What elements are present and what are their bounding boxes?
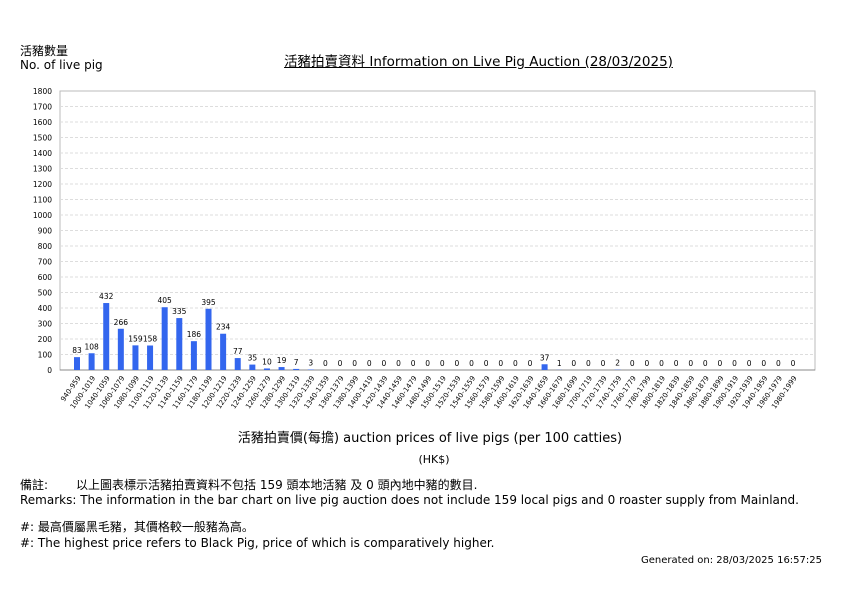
- data-label: 0: [396, 359, 401, 368]
- data-label: 0: [732, 359, 737, 368]
- data-label: 35: [248, 354, 258, 363]
- data-label: 0: [338, 359, 343, 368]
- bar: [117, 328, 124, 370]
- bar: [103, 303, 110, 370]
- bar: [161, 307, 168, 370]
- data-label: 0: [703, 359, 708, 368]
- remarks-label: 備註:: [20, 478, 49, 492]
- bar: [278, 367, 285, 370]
- data-label: 335: [172, 307, 187, 316]
- bar-chart: 0100200300400500600700800900100011001200…: [33, 87, 816, 410]
- y-tick-label: 900: [38, 227, 53, 236]
- data-label: 0: [747, 359, 752, 368]
- y-tick-label: 100: [38, 351, 53, 360]
- data-label: 0: [776, 359, 781, 368]
- data-label: 37: [540, 353, 550, 362]
- data-label: 0: [791, 359, 796, 368]
- y-tick-label: 1700: [33, 103, 52, 112]
- data-label: 0: [674, 359, 679, 368]
- y-tick-label: 1200: [33, 180, 52, 189]
- data-label: 0: [484, 359, 489, 368]
- y-tick-label: 800: [38, 242, 53, 251]
- data-label: 405: [158, 296, 173, 305]
- note-zh: #: 最高價屬黑毛豬，其價格較一般豬為高。: [20, 520, 254, 534]
- bar: [88, 353, 95, 370]
- y-tick-label: 1300: [33, 165, 52, 174]
- bar: [132, 345, 139, 370]
- data-label: 83: [72, 346, 82, 355]
- y-tick-label: 1500: [33, 134, 52, 143]
- bar: [293, 368, 300, 370]
- y-tick-label: 700: [38, 258, 53, 267]
- data-label: 186: [187, 330, 202, 339]
- remarks-en: Remarks: The information in the bar char…: [20, 493, 799, 507]
- data-label: 0: [352, 359, 357, 368]
- data-label: 7: [294, 358, 299, 367]
- data-label: 0: [498, 359, 503, 368]
- data-label: 0: [440, 359, 445, 368]
- data-label: 0: [644, 359, 649, 368]
- y-tick-label: 200: [38, 335, 53, 344]
- x-axis-label: 活豬拍賣價(每擔) auction prices of live pigs (p…: [237, 431, 623, 446]
- bar: [176, 318, 183, 370]
- data-label: 0: [571, 359, 576, 368]
- data-label: 0: [513, 359, 518, 368]
- generated-timestamp: Generated on: 28/03/2025 16:57:25: [641, 555, 822, 566]
- data-label: 0: [381, 359, 386, 368]
- data-label: 2: [615, 359, 620, 368]
- y-tick-label: 400: [38, 304, 53, 313]
- y-axis-label-zh: 活豬數量: [20, 44, 69, 58]
- data-label: 0: [761, 359, 766, 368]
- y-tick-label: 1600: [33, 118, 52, 127]
- bar: [205, 308, 212, 370]
- y-axis-label-en: No. of live pig: [20, 58, 103, 72]
- data-label: 432: [99, 292, 114, 301]
- chart-title: 活豬拍賣資料 Information on Live Pig Auction (…: [284, 54, 673, 70]
- data-label: 19: [277, 356, 287, 365]
- data-label: 159: [128, 334, 143, 343]
- note-en: #: The highest price refers to Black Pig…: [20, 536, 495, 550]
- data-label: 0: [688, 359, 693, 368]
- y-tick-label: 300: [38, 320, 53, 329]
- data-label: 0: [323, 359, 328, 368]
- data-label: 108: [84, 342, 99, 351]
- data-label: 10: [262, 357, 272, 366]
- x-axis-unit: (HK$): [418, 453, 450, 466]
- data-label: 77: [233, 347, 243, 356]
- data-label: 0: [528, 359, 533, 368]
- data-label: 0: [425, 359, 430, 368]
- data-label: 0: [411, 359, 416, 368]
- data-label: 3: [308, 359, 313, 368]
- bar: [541, 364, 548, 370]
- data-label: 1: [557, 359, 562, 368]
- bar: [220, 333, 227, 370]
- data-label: 395: [201, 298, 216, 307]
- bar: [74, 357, 80, 370]
- data-label: 0: [469, 359, 474, 368]
- y-tick-label: 1100: [33, 196, 52, 205]
- y-tick-label: 1400: [33, 149, 52, 158]
- bar: [263, 368, 270, 370]
- data-label: 0: [586, 359, 591, 368]
- bar: [190, 341, 197, 370]
- data-label: 234: [216, 323, 231, 332]
- data-label: 0: [659, 359, 664, 368]
- data-label: 0: [455, 359, 460, 368]
- y-tick-label: 1000: [33, 211, 52, 220]
- y-tick-label: 500: [38, 289, 53, 298]
- remarks-zh: 備註: 以上圖表標示活豬拍賣資料不包括 159 頭本地活豬 及 0 頭內地中豬的數…: [20, 476, 477, 493]
- y-tick-label: 0: [47, 366, 52, 375]
- data-label: 0: [630, 359, 635, 368]
- data-label: 0: [718, 359, 723, 368]
- data-label: 0: [367, 359, 372, 368]
- remarks-zh-text: 以上圖表標示活豬拍賣資料不包括 159 頭本地活豬 及 0 頭內地中豬的數目.: [76, 478, 478, 492]
- bar: [249, 364, 256, 370]
- bar: [234, 358, 241, 370]
- data-label: 0: [601, 359, 606, 368]
- y-tick-label: 1800: [33, 87, 52, 96]
- y-tick-label: 600: [38, 273, 53, 282]
- data-label: 266: [114, 318, 129, 327]
- bar: [147, 345, 154, 370]
- data-label: 158: [143, 335, 158, 344]
